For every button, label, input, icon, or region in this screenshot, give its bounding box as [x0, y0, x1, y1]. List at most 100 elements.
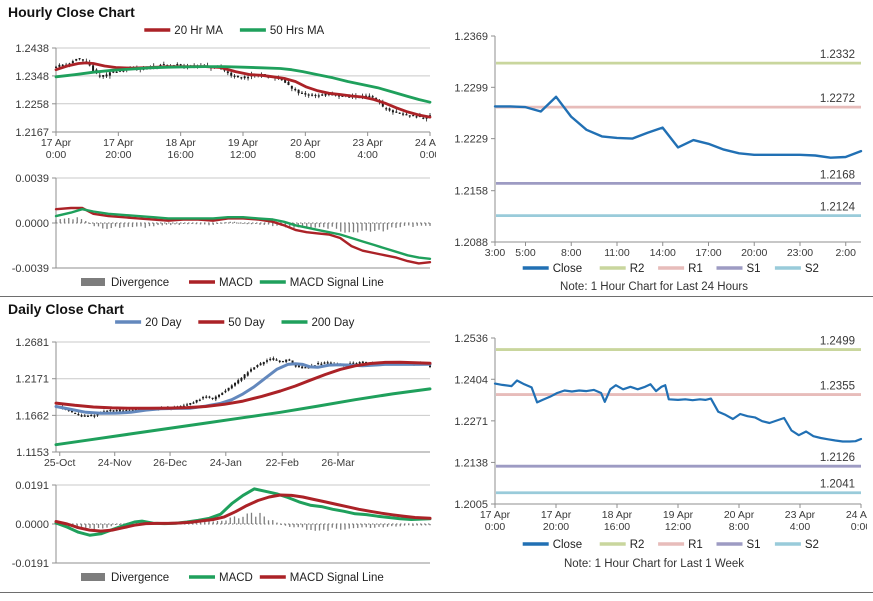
svg-text:1.2536: 1.2536 [454, 333, 488, 345]
svg-text:25-Oct: 25-Oct [44, 457, 76, 469]
svg-text:1.2168: 1.2168 [820, 169, 855, 181]
svg-text:-0.0191: -0.0191 [12, 558, 49, 570]
svg-text:1.2438: 1.2438 [15, 43, 49, 55]
svg-text:20:00: 20:00 [741, 247, 767, 259]
svg-text:24-Nov: 24-Nov [98, 457, 133, 469]
svg-text:1.2681: 1.2681 [15, 337, 49, 349]
hourly-macd-chart: 0.0039 0.0000 -0.0039 Divergence MACD MACD Si… [12, 173, 432, 289]
svg-text:1.1662: 1.1662 [15, 410, 49, 422]
svg-text:8:00: 8:00 [561, 247, 582, 259]
weekly-sr-note: Note: 1 Hour Chart for Last 1 Week [563, 558, 745, 570]
svg-text:1.2272: 1.2272 [820, 93, 855, 105]
svg-text:12:00: 12:00 [665, 521, 691, 533]
svg-text:50 Hrs MA: 50 Hrs MA [270, 25, 325, 37]
svg-text:0:00: 0:00 [46, 149, 67, 161]
svg-text:24 Apr: 24 Apr [415, 137, 436, 149]
daily-macd-chart: 0.0191 0.0000 -0.0191 Divergence MACD MACD Si… [12, 480, 432, 584]
svg-text:1.2167: 1.2167 [15, 127, 49, 139]
svg-text:MACD: MACD [219, 572, 253, 584]
svg-text:19 Apr: 19 Apr [228, 137, 259, 149]
svg-text:0:00: 0:00 [420, 149, 436, 161]
svg-text:R1: R1 [688, 539, 703, 551]
svg-text:1.2271: 1.2271 [454, 416, 488, 428]
svg-text:1.2299: 1.2299 [454, 82, 488, 94]
svg-text:1.2258: 1.2258 [15, 99, 49, 111]
svg-text:R2: R2 [630, 263, 645, 275]
svg-text:1.2171: 1.2171 [15, 374, 49, 386]
svg-text:1.2005: 1.2005 [454, 499, 488, 511]
svg-text:1.2126: 1.2126 [820, 452, 855, 464]
svg-text:1.2369: 1.2369 [454, 31, 488, 43]
svg-text:0.0039: 0.0039 [15, 173, 49, 185]
svg-text:5:00: 5:00 [515, 247, 536, 259]
section-divider [0, 296, 873, 297]
svg-text:1.2355: 1.2355 [820, 381, 855, 393]
svg-text:S2: S2 [805, 263, 819, 275]
svg-text:11:00: 11:00 [604, 247, 630, 259]
svg-text:16:00: 16:00 [168, 149, 194, 161]
svg-text:17 Apr: 17 Apr [541, 509, 572, 521]
svg-text:MACD Signal Line: MACD Signal Line [290, 572, 384, 584]
svg-text:1.2158: 1.2158 [454, 186, 488, 198]
svg-text:0.0000: 0.0000 [15, 519, 49, 531]
svg-text:17:00: 17:00 [695, 247, 721, 259]
svg-text:20 Apr: 20 Apr [724, 509, 755, 521]
svg-text:24 Apr: 24 Apr [846, 509, 867, 521]
svg-text:23:00: 23:00 [787, 247, 813, 259]
svg-text:1.2124: 1.2124 [820, 202, 856, 214]
hourly-sr-note: Note: 1 Hour Chart for Last 24 Hours [560, 281, 748, 293]
svg-text:19 Apr: 19 Apr [663, 509, 694, 521]
svg-text:1.1153: 1.1153 [16, 447, 49, 459]
svg-text:0:00: 0:00 [485, 521, 506, 533]
daily-section-title: Daily Close Chart [8, 301, 124, 317]
svg-text:MACD Signal Line: MACD Signal Line [290, 277, 384, 289]
svg-text:MACD: MACD [219, 277, 253, 289]
hourly-section-title: Hourly Close Chart [8, 4, 135, 20]
svg-text:26-Mar: 26-Mar [321, 457, 355, 469]
svg-text:Divergence: Divergence [111, 572, 169, 584]
svg-text:S1: S1 [747, 263, 761, 275]
svg-text:8:00: 8:00 [729, 521, 750, 533]
svg-text:4:00: 4:00 [357, 149, 378, 161]
svg-text:18 Apr: 18 Apr [165, 137, 196, 149]
svg-text:4:00: 4:00 [790, 521, 811, 533]
svg-text:50 Day: 50 Day [228, 317, 265, 329]
svg-text:1.2229: 1.2229 [454, 134, 488, 146]
svg-text:20 Day: 20 Day [145, 317, 182, 329]
svg-text:3:00: 3:00 [485, 247, 506, 259]
svg-text:17 Apr: 17 Apr [103, 137, 134, 149]
svg-text:1.2499: 1.2499 [820, 336, 855, 348]
svg-text:26-Dec: 26-Dec [153, 457, 187, 469]
svg-text:16:00: 16:00 [604, 521, 630, 533]
svg-text:S1: S1 [747, 539, 761, 551]
svg-text:20:00: 20:00 [105, 149, 131, 161]
svg-text:200 Day: 200 Day [312, 317, 355, 329]
svg-text:1.2138: 1.2138 [454, 457, 488, 469]
svg-text:Divergence: Divergence [111, 277, 169, 289]
svg-text:Close: Close [553, 539, 582, 551]
svg-text:17 Apr: 17 Apr [480, 509, 511, 521]
svg-text:R1: R1 [688, 263, 703, 275]
svg-text:0.0000: 0.0000 [15, 218, 49, 230]
svg-text:20 Apr: 20 Apr [290, 137, 321, 149]
svg-text:20:00: 20:00 [543, 521, 569, 533]
svg-text:22-Feb: 22-Feb [266, 457, 299, 469]
svg-text:24-Jan: 24-Jan [210, 457, 242, 469]
svg-text:14:00: 14:00 [650, 247, 676, 259]
svg-text:23 Apr: 23 Apr [352, 137, 383, 149]
svg-text:1.2041: 1.2041 [820, 479, 855, 491]
svg-text:Close: Close [553, 263, 582, 275]
svg-text:20 Hr MA: 20 Hr MA [174, 25, 223, 37]
svg-text:1.2332: 1.2332 [820, 49, 855, 61]
svg-text:1.2088: 1.2088 [454, 237, 488, 249]
svg-text:R2: R2 [630, 539, 645, 551]
svg-text:23 Apr: 23 Apr [785, 509, 816, 521]
svg-text:12:00: 12:00 [230, 149, 256, 161]
svg-text:2:00: 2:00 [836, 247, 857, 259]
svg-text:0:00: 0:00 [851, 521, 867, 533]
svg-text:17 Apr: 17 Apr [41, 137, 72, 149]
svg-text:1.2348: 1.2348 [15, 71, 49, 83]
